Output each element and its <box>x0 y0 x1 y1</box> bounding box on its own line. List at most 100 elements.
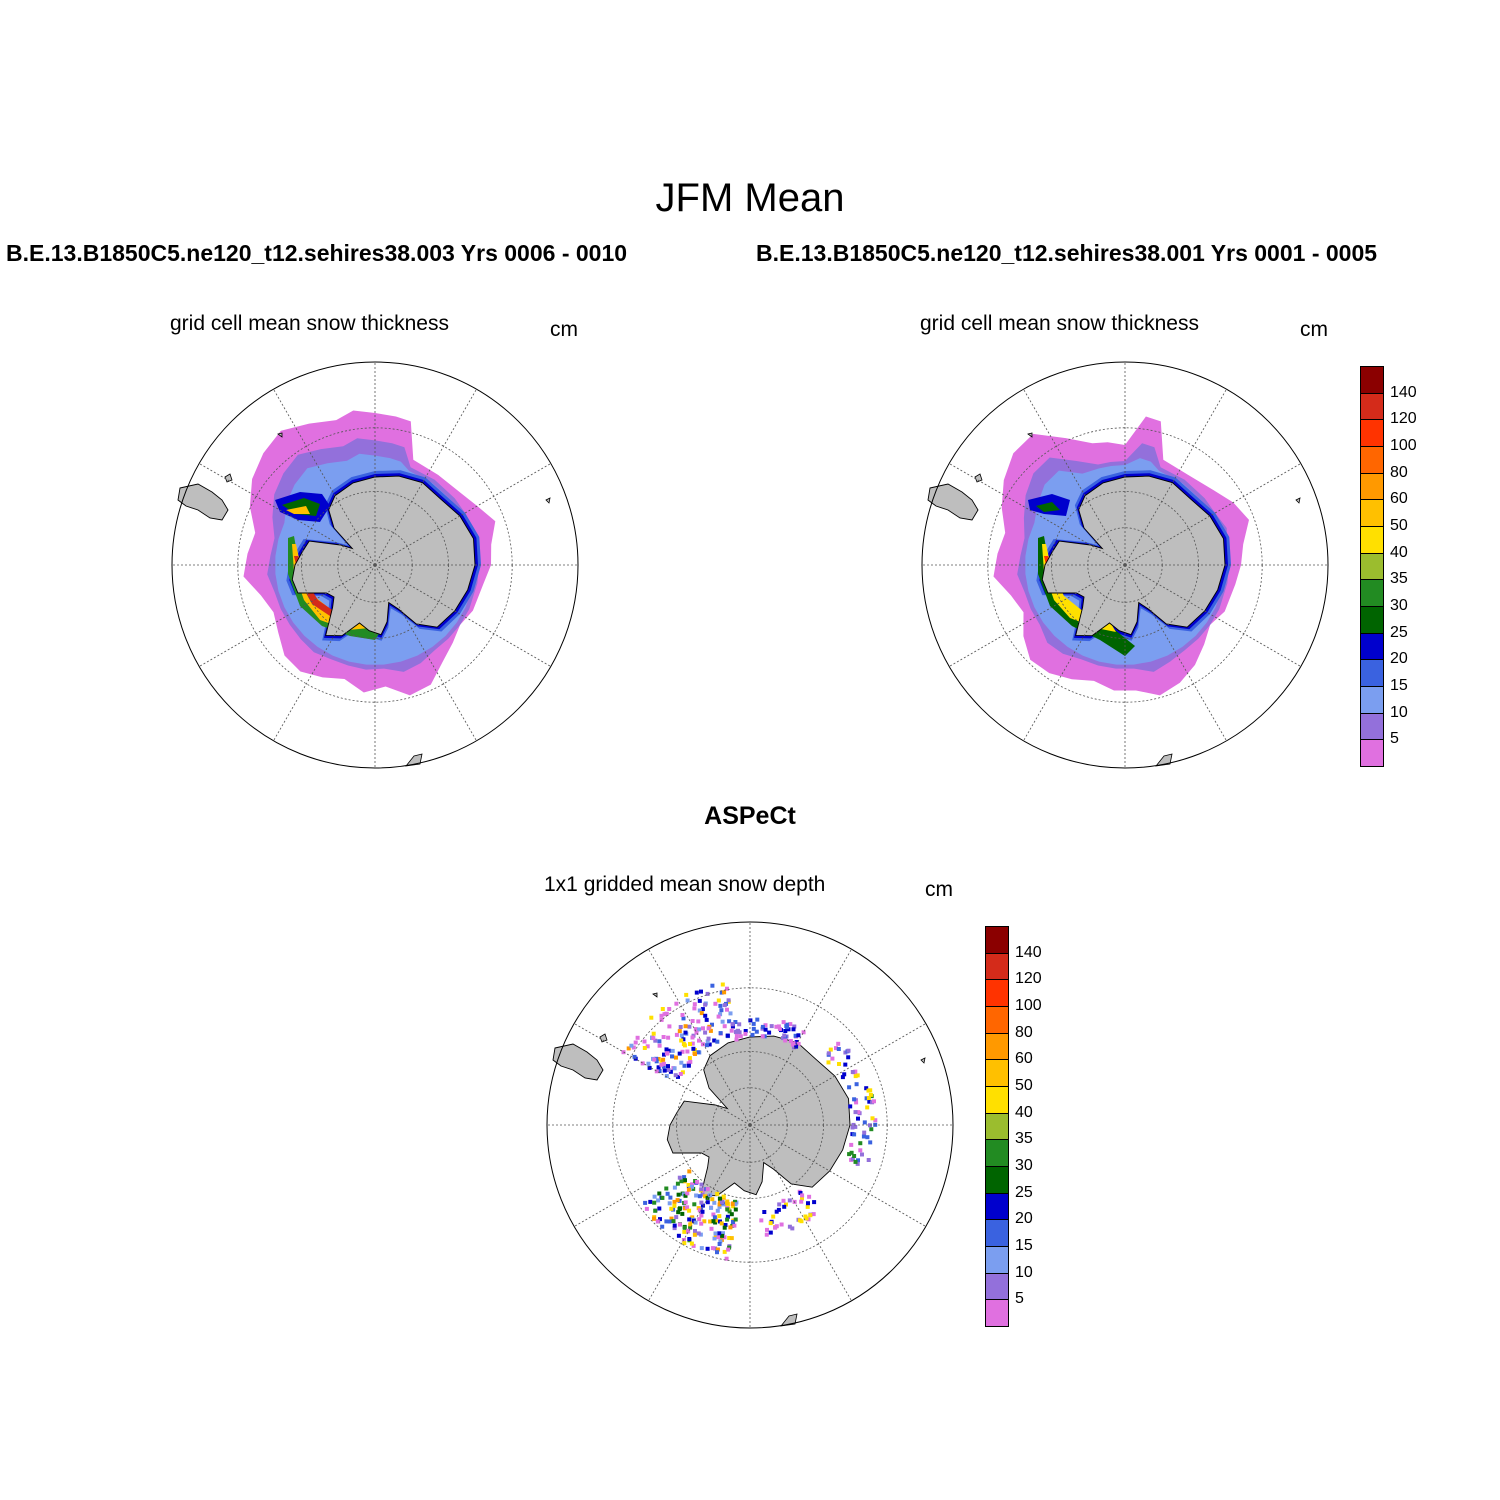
obs-cell <box>717 1242 722 1246</box>
obs-cell <box>799 1199 804 1204</box>
island <box>974 473 983 483</box>
obs-cell <box>699 1182 704 1187</box>
island <box>652 992 658 998</box>
obs-cell <box>688 1222 693 1227</box>
obs-cell <box>681 1042 686 1046</box>
colorbar-cell <box>985 1166 1009 1194</box>
obs-cell <box>668 1195 673 1200</box>
obs-cell <box>661 1035 666 1039</box>
obs-cell <box>715 1247 720 1252</box>
colorbar-label: 25 <box>1390 623 1408 641</box>
obs-cell <box>737 1030 742 1035</box>
obs-cell <box>669 1216 674 1221</box>
obs-cell <box>828 1047 833 1052</box>
obs-cell <box>690 1041 695 1046</box>
obs-cell <box>860 1152 864 1157</box>
obs-cell <box>717 1231 722 1236</box>
obs-cell <box>852 1154 857 1158</box>
obs-cell <box>677 1051 682 1056</box>
obs-cell <box>762 1034 767 1039</box>
colorbar-cell <box>1360 579 1384 607</box>
obs-cell <box>750 1032 755 1037</box>
obs-cell <box>706 1026 711 1031</box>
colorbar-label: 35 <box>1015 1130 1033 1148</box>
obs-cell <box>836 1041 841 1046</box>
obs-cell <box>751 1021 756 1026</box>
obs-cell <box>720 982 725 987</box>
colorbar-label: 20 <box>1015 1210 1033 1228</box>
case-label-left: B.E.13.B1850C5.ne120_t12.sehires38.003 Y… <box>6 240 628 266</box>
obs-cell <box>847 1152 852 1157</box>
obs-cell <box>738 1034 743 1039</box>
obs-cell <box>654 1069 659 1074</box>
obs-cell <box>664 1047 669 1052</box>
colorbar-right: 140 120 100 80 60 50 40 35 30 25 20 15 10 5 <box>1360 366 1417 767</box>
obs-cell <box>672 1223 677 1228</box>
obs-cell <box>783 1029 788 1033</box>
amundsen-thick-snow <box>288 536 380 640</box>
obs-cell <box>705 1246 710 1251</box>
obs-cell <box>705 1039 710 1044</box>
obs-cell <box>686 1187 691 1192</box>
obs-cell <box>798 1191 803 1195</box>
obs-cell <box>721 1202 726 1207</box>
obs-cell <box>662 1012 667 1017</box>
obs-cell <box>748 1018 753 1023</box>
obs-cell <box>677 1222 682 1227</box>
obs-cell <box>716 1014 721 1019</box>
colorbar-cell <box>1360 712 1384 741</box>
obs-cell <box>705 1200 710 1205</box>
obs-cell <box>657 1043 662 1048</box>
obs-map <box>546 921 954 1329</box>
obs-cell <box>652 1057 657 1062</box>
obs-cell <box>626 1046 631 1051</box>
meridian-line <box>1124 462 1302 566</box>
obs-cell <box>648 1199 653 1204</box>
obs-cell <box>800 1193 805 1198</box>
obs-cell <box>722 1003 727 1008</box>
obs-cell <box>694 1030 699 1035</box>
obs-cell <box>852 1132 857 1137</box>
plot-title-right: grid cell mean snow thickness <box>920 312 1199 335</box>
obs-cell <box>763 1027 768 1032</box>
obs-cell <box>678 1025 683 1029</box>
obs-cell <box>667 1007 672 1011</box>
colorbar-cell <box>985 1032 1009 1061</box>
colorbar-cell <box>1360 392 1384 421</box>
obs-cell <box>672 1203 677 1208</box>
island <box>1295 497 1301 504</box>
obs-cell <box>722 1249 727 1254</box>
obs-cell <box>658 1217 662 1222</box>
obs-cell <box>768 1221 773 1226</box>
colorbar-label: 5 <box>1390 730 1399 748</box>
obs-cell <box>657 1191 662 1196</box>
colorbar-label: 30 <box>1015 1157 1033 1174</box>
obs-cell <box>858 1148 863 1153</box>
obs-cell <box>851 1122 856 1127</box>
obs-cell <box>725 1217 730 1222</box>
obs-cell <box>751 1026 756 1031</box>
obs-cell <box>866 1096 871 1100</box>
obs-cell <box>792 1024 797 1029</box>
obs-cell <box>864 1096 869 1101</box>
obs-cell <box>696 1231 701 1236</box>
obs-cell <box>743 1031 748 1036</box>
obs-cell <box>670 1054 674 1059</box>
snow-depth-observations <box>621 982 878 1261</box>
weddell-thick-snow <box>1036 502 1060 512</box>
obs-cell <box>697 1208 702 1213</box>
obs-cell <box>676 1192 681 1197</box>
obs-cell <box>697 1217 702 1222</box>
obs-cell <box>837 1062 841 1066</box>
obs-cell <box>708 1193 713 1198</box>
obs-cell <box>688 1059 693 1064</box>
obs-cell <box>733 1020 738 1024</box>
obs-cell <box>773 1225 778 1230</box>
obs-cell <box>689 1216 694 1221</box>
obs-cell <box>862 1130 867 1135</box>
obs-cell <box>836 1047 841 1051</box>
south-america-tip <box>177 483 229 521</box>
obs-cell <box>709 1205 713 1210</box>
colorbar-cell <box>985 926 1009 954</box>
obs-cell <box>864 1086 869 1091</box>
